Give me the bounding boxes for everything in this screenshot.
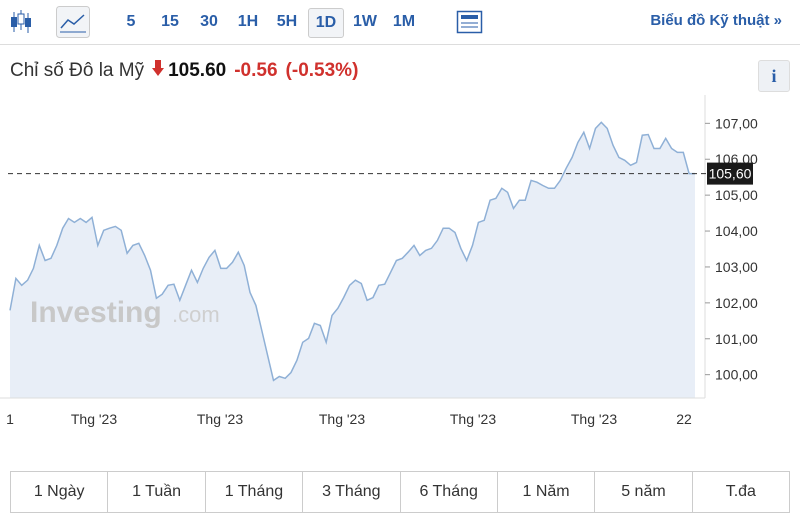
range-tabs: 1 Ngày 1 Tuần 1 Tháng 3 Tháng 6 Tháng 1 Năm 5 … bbox=[10, 471, 790, 513]
range-tab[interactable]: 5 năm bbox=[595, 472, 693, 512]
x-tick-label: Thg '23 bbox=[71, 411, 117, 427]
range-tab[interactable]: 1 Tuần bbox=[108, 472, 206, 512]
area bbox=[10, 122, 695, 399]
down-arrow bbox=[152, 60, 165, 76]
price: 105.60 bbox=[168, 60, 227, 81]
instrument-name: Chỉ số Đô la Mỹ bbox=[10, 60, 145, 81]
x-tick-label: 22 bbox=[676, 411, 692, 427]
change: -0.56 bbox=[234, 60, 278, 81]
change-percent: (-0.53%) bbox=[285, 60, 359, 81]
info-button[interactable]: i bbox=[758, 60, 790, 92]
range-tab[interactable]: 3 Tháng bbox=[303, 472, 401, 512]
interval-button[interactable]: 1W bbox=[353, 13, 377, 30]
price-line bbox=[9, 121, 695, 382]
x-tick-label: Thg '23 bbox=[571, 411, 617, 427]
interval-button[interactable]: 1D bbox=[308, 8, 344, 38]
interval-button[interactable]: 30 bbox=[200, 13, 218, 30]
y-tick-label: 105,00 bbox=[715, 187, 758, 203]
technical-chart-link[interactable]: Biểu đồ Kỹ thuật » bbox=[650, 12, 782, 29]
chart: Investing .com 100,00 101,00 102,00 103,00 1… bbox=[0, 95, 758, 427]
range-tab[interactable]: 6 Tháng bbox=[401, 472, 498, 512]
interval-button[interactable]: 5 bbox=[126, 13, 136, 30]
range-tab[interactable]: 1 Ngày bbox=[11, 472, 109, 512]
news-icon[interactable] bbox=[455, 8, 485, 36]
range-tab[interactable]: 1 Năm bbox=[498, 472, 596, 512]
interval-button[interactable]: 15 bbox=[161, 13, 179, 30]
range-tab[interactable]: 1 Tháng bbox=[206, 472, 304, 512]
candlestick-icon[interactable] bbox=[8, 8, 34, 36]
range-tab[interactable]: T.đa bbox=[725, 483, 756, 500]
interval-button[interactable]: 5H bbox=[276, 13, 298, 30]
current-price-label: 105,60 bbox=[709, 166, 752, 182]
y-tick-label: 103,00 bbox=[715, 259, 758, 275]
toolbar: 5 15 30 1H 5H 1D 1W 1M Biểu đồ Kỹ thuật » bbox=[0, 0, 800, 45]
y-tick-label: 107,00 bbox=[715, 115, 758, 131]
line-chart-icon[interactable] bbox=[56, 6, 90, 38]
watermark-brand: Investing bbox=[30, 296, 162, 329]
x-tick-label: Thg '23 bbox=[319, 411, 365, 427]
x-tick-label: 1 bbox=[6, 411, 14, 427]
current-price-box bbox=[707, 162, 753, 185]
x-tick-label: Thg '23 bbox=[197, 411, 243, 427]
interval-button[interactable]: 1M bbox=[392, 13, 416, 30]
watermark-suffix: .com bbox=[172, 302, 220, 327]
quote-header: Chỉ số Đô la Mỹ 105.60 -0.56 (-0.53%) bbox=[10, 60, 366, 82]
x-tick-label: Thg '23 bbox=[450, 411, 496, 427]
y-tick-label: 102,00 bbox=[715, 295, 758, 311]
interval-button[interactable]: 1H bbox=[237, 13, 259, 30]
y-tick-label: 101,00 bbox=[715, 331, 758, 347]
y-tick-label: 100,00 bbox=[715, 367, 758, 383]
y-tick-label: 104,00 bbox=[715, 223, 758, 239]
